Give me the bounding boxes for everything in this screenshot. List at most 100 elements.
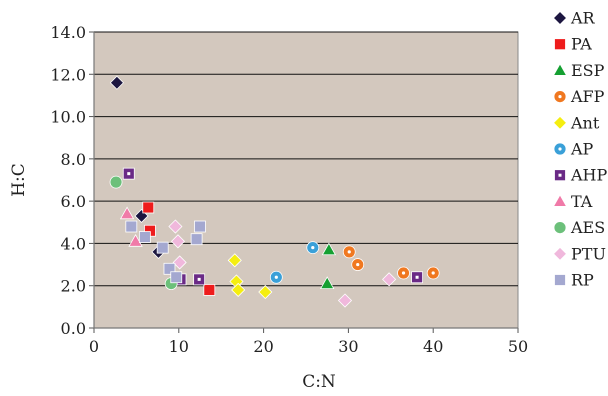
legend-marker-ar — [552, 10, 568, 26]
point-ant-shape — [227, 253, 242, 268]
point-esp-shape — [320, 276, 335, 290]
point-ptu-shape — [168, 219, 183, 234]
legend-marker-ant — [552, 115, 568, 130]
legend-marker-afp — [553, 90, 567, 103]
point-rp-shape — [138, 231, 151, 243]
point-ptu-shape — [337, 293, 353, 308]
legend-marker-aes — [553, 221, 567, 235]
plot-area — [93, 31, 519, 329]
legend-label-pa: PA — [571, 35, 592, 54]
point-aes-shape — [109, 175, 123, 189]
point-ptu — [168, 219, 183, 234]
legend-marker-ahp-dot — [558, 173, 562, 177]
point-pa-shape — [203, 284, 216, 296]
point-esp-shape — [321, 242, 337, 256]
legend-label-ahp: AHP — [570, 166, 608, 185]
point-ahp — [193, 273, 206, 286]
point-afp — [351, 258, 365, 271]
point-ahp-dot — [127, 172, 131, 176]
data-points — [109, 75, 440, 308]
point-ta-shape — [119, 206, 135, 220]
x-tick-label: 0 — [89, 337, 99, 356]
legend-item-ta: TA — [552, 192, 593, 211]
x-tick-label: 10 — [169, 337, 189, 356]
legend-marker-rp — [554, 274, 566, 286]
point-aes — [109, 175, 123, 189]
point-afp-dot — [401, 271, 406, 275]
legend-marker-ta — [552, 194, 568, 207]
point-rp — [138, 231, 151, 243]
x-tick-label: 20 — [253, 337, 273, 356]
point-ta — [128, 234, 143, 247]
legend-marker-pa-shape — [554, 38, 566, 51]
legend-marker-ant-shape — [552, 115, 568, 130]
legend-marker-ta-shape — [552, 194, 568, 207]
point-afp-dot — [431, 271, 435, 275]
point-pa — [142, 201, 155, 214]
point-ap — [306, 241, 320, 255]
legend-marker-esp-shape — [552, 63, 568, 76]
point-afp-dot — [347, 250, 351, 254]
point-ar — [109, 75, 124, 90]
point-ap — [269, 270, 283, 284]
point-ptu — [172, 255, 187, 270]
y-axis-label: H:C — [9, 163, 29, 197]
point-afp — [342, 245, 356, 259]
legend-label-afp: AFP — [570, 87, 605, 106]
x-tick-label: 40 — [423, 337, 443, 356]
legend-item-aes: AES — [553, 218, 605, 237]
legend-marker-esp — [552, 63, 568, 76]
y-tick-label: 0.0 — [61, 319, 86, 338]
legend-item-pa: PA — [554, 35, 592, 54]
point-ahp — [122, 167, 135, 180]
legend-label-esp: ESP — [571, 61, 605, 80]
point-ta-shape — [128, 234, 143, 247]
point-ar-shape — [109, 75, 124, 90]
legend-item-rp: RP — [554, 271, 594, 290]
point-ant-shape — [231, 282, 246, 298]
point-ta — [119, 206, 135, 220]
point-rp — [125, 220, 138, 233]
point-ant — [258, 284, 273, 300]
point-rp — [194, 220, 206, 233]
point-afp-dot — [356, 262, 360, 267]
point-ptu — [382, 272, 397, 287]
point-ptu-shape — [172, 255, 187, 270]
point-rp-shape — [170, 271, 183, 284]
point-pa-shape — [142, 201, 155, 214]
point-rp-shape — [156, 241, 169, 254]
legend-marker-aes-shape — [553, 221, 567, 235]
point-esp — [321, 242, 337, 256]
point-ptu — [337, 293, 353, 308]
axes: 0.0 2.0 4.0 6.0 8.0 10.0 12.0 14.0 0 10 20 30 40 50 — [50, 23, 528, 356]
legend-item-ahp: AHP — [554, 166, 608, 185]
legend-marker-rp-shape — [554, 274, 566, 286]
legend-marker-ahp — [554, 169, 566, 182]
point-ant — [227, 253, 242, 268]
y-tick-label: 8.0 — [61, 150, 86, 169]
x-tick-label: 50 — [508, 337, 528, 356]
point-ant-shape — [258, 284, 273, 300]
legend-marker-ptu-shape — [552, 246, 568, 261]
point-ptu — [170, 234, 186, 249]
point-ap-dot — [274, 275, 278, 279]
legend-item-ap: AP — [553, 140, 594, 159]
legend-label-rp: RP — [571, 271, 594, 290]
point-ahp — [411, 271, 423, 284]
legend-label-ar: AR — [570, 9, 596, 28]
point-afp — [397, 266, 410, 280]
legend-marker-afp-dot — [558, 95, 562, 99]
legend: AR PA ESP AFP Ant AP AHP TA AES PTU RP — [552, 9, 608, 290]
point-rp-shape — [194, 220, 206, 233]
x-axis-label: C:N — [302, 372, 336, 392]
legend-label-ta: TA — [571, 192, 593, 211]
plot-background — [93, 31, 519, 329]
point-rp — [170, 271, 183, 284]
legend-item-esp: ESP — [552, 61, 605, 80]
legend-label-ptu: PTU — [571, 244, 606, 263]
point-esp — [320, 276, 335, 290]
y-tick-label: 12.0 — [50, 65, 86, 84]
legend-label-ap: AP — [570, 140, 594, 159]
point-rp — [190, 233, 203, 246]
